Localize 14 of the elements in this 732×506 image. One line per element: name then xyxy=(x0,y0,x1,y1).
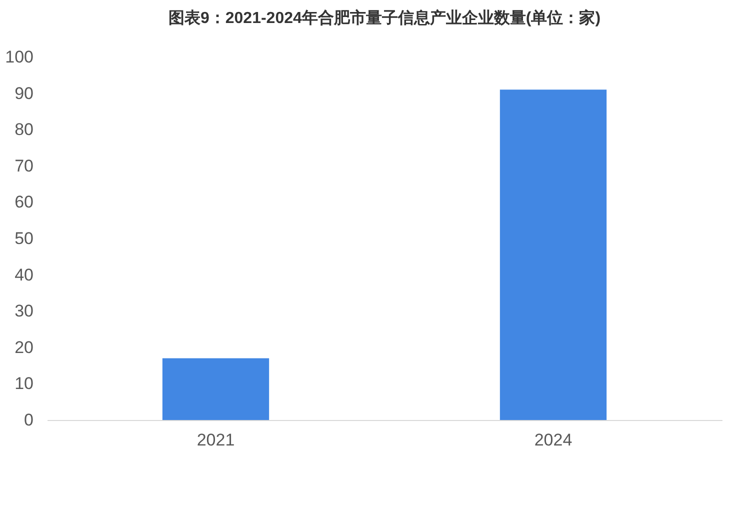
y-tick-label: 0 xyxy=(24,410,34,430)
x-tick-label: 2021 xyxy=(196,430,235,450)
y-tick-label: 30 xyxy=(14,302,34,321)
y-tick-label: 100 xyxy=(5,48,34,66)
y-tick-label: 80 xyxy=(14,120,34,140)
chart-title: 图表9：2021-2024年合肥市量子信息产业企业数量(单位：家) xyxy=(168,8,601,27)
y-tick-label: 60 xyxy=(14,192,34,212)
y-tick-label: 90 xyxy=(14,84,34,103)
y-tick-label: 50 xyxy=(14,229,34,248)
y-tick-label: 40 xyxy=(14,265,34,284)
x-tick-label: 2024 xyxy=(534,430,572,450)
y-tick-label: 20 xyxy=(14,338,34,357)
y-tick-label: 70 xyxy=(14,156,34,176)
y-tick-label: 10 xyxy=(14,374,34,394)
